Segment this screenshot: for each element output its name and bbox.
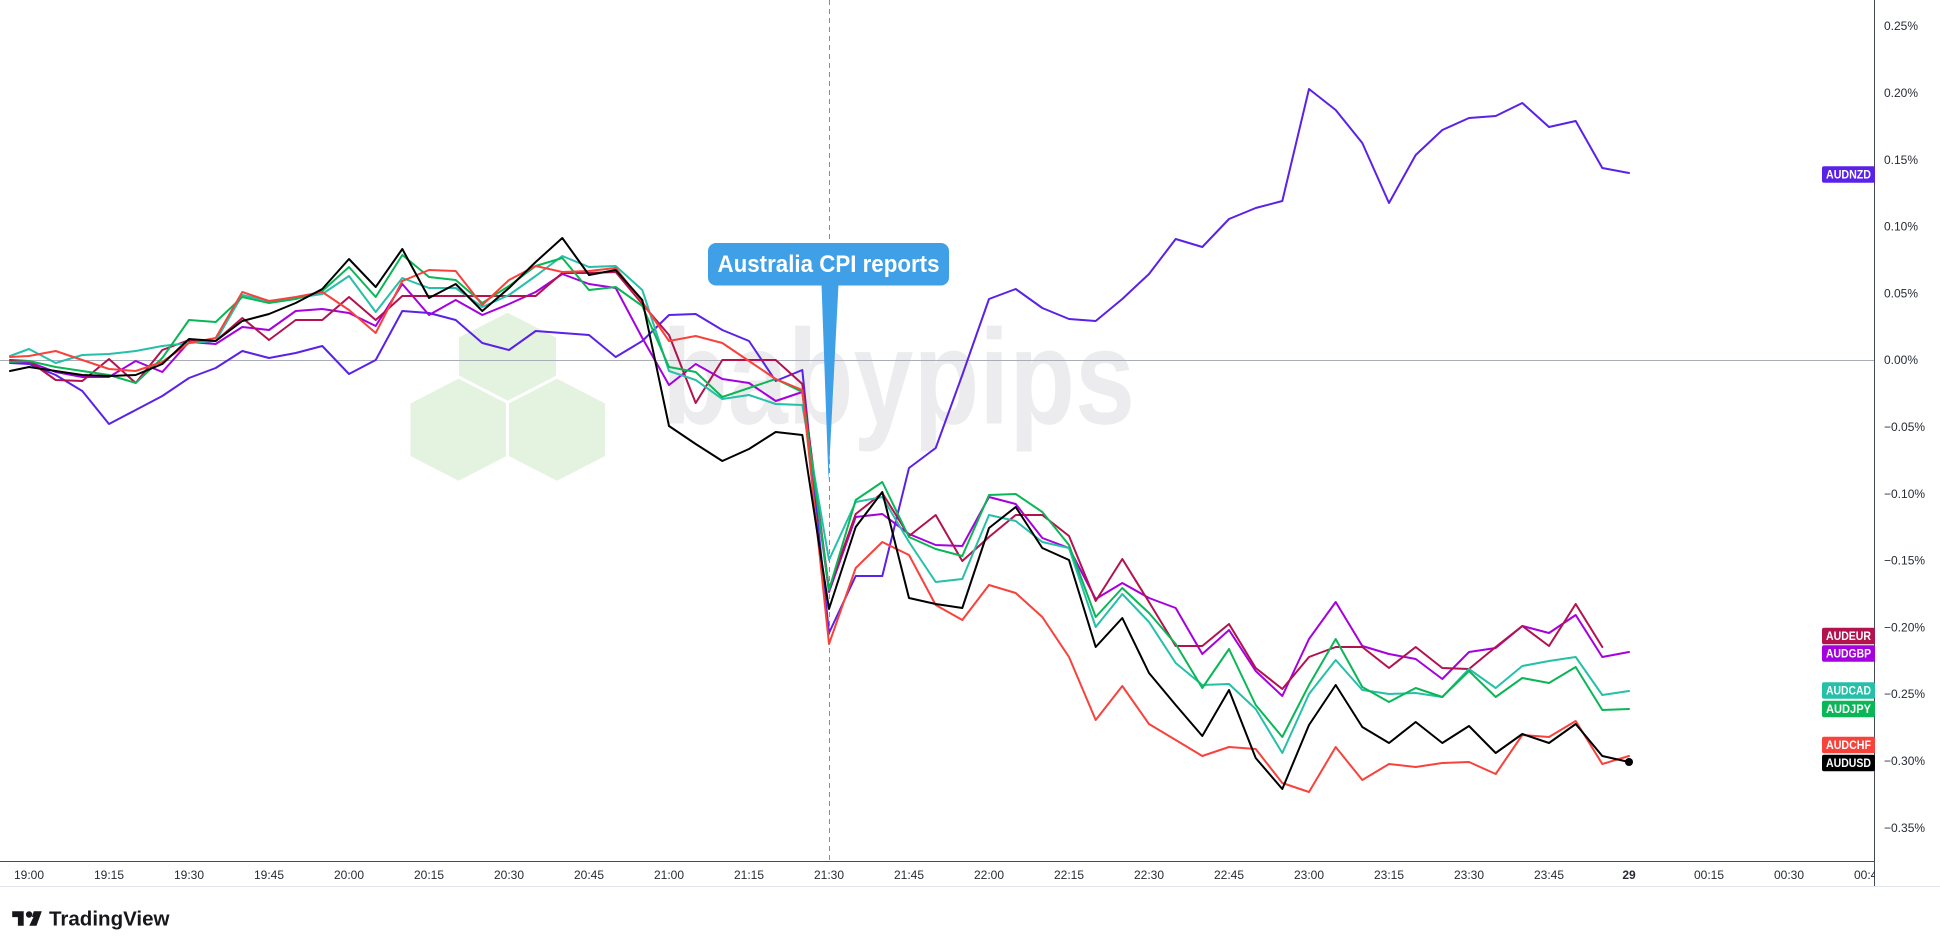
svg-text:AUDUSD: AUDUSD	[1826, 758, 1871, 770]
svg-text:00:30: 00:30	[1774, 868, 1804, 882]
svg-text:AUDGBP: AUDGBP	[1826, 649, 1871, 661]
svg-text:AUDCHF: AUDCHF	[1826, 740, 1871, 752]
svg-text:21:45: 21:45	[894, 868, 924, 882]
svg-text:29: 29	[1622, 868, 1636, 882]
svg-text:22:00: 22:00	[974, 868, 1004, 882]
svg-text:−0.20%: −0.20%	[1884, 620, 1925, 634]
svg-text:23:15: 23:15	[1374, 868, 1404, 882]
svg-text:0.20%: 0.20%	[1884, 86, 1918, 100]
svg-text:0.15%: 0.15%	[1884, 153, 1918, 167]
svg-text:Australia CPI reports: Australia CPI reports	[718, 251, 940, 278]
svg-text:−0.25%: −0.25%	[1884, 687, 1925, 701]
svg-text:−0.30%: −0.30%	[1884, 754, 1925, 768]
svg-text:−0.15%: −0.15%	[1884, 554, 1925, 568]
svg-text:23:00: 23:00	[1294, 868, 1324, 882]
svg-text:23:30: 23:30	[1454, 868, 1484, 882]
svg-text:00:45: 00:45	[1854, 868, 1884, 882]
svg-text:22:15: 22:15	[1054, 868, 1084, 882]
svg-text:21:15: 21:15	[734, 868, 764, 882]
svg-text:21:30: 21:30	[814, 868, 844, 882]
svg-text:AUDEUR: AUDEUR	[1826, 631, 1872, 643]
svg-text:23:45: 23:45	[1534, 868, 1564, 882]
svg-text:19:15: 19:15	[94, 868, 124, 882]
svg-text:20:15: 20:15	[414, 868, 444, 882]
svg-text:19:00: 19:00	[14, 868, 44, 882]
svg-text:00:15: 00:15	[1694, 868, 1724, 882]
svg-text:0.10%: 0.10%	[1884, 220, 1918, 234]
svg-text:20:45: 20:45	[574, 868, 604, 882]
svg-text:AUDJPY: AUDJPY	[1826, 704, 1871, 716]
svg-text:19:30: 19:30	[174, 868, 204, 882]
svg-text:22:30: 22:30	[1134, 868, 1164, 882]
svg-text:22:45: 22:45	[1214, 868, 1244, 882]
svg-text:AUDNZD: AUDNZD	[1826, 170, 1871, 182]
svg-text:−0.35%: −0.35%	[1884, 821, 1925, 835]
svg-text:−0.10%: −0.10%	[1884, 487, 1925, 501]
svg-text:20:00: 20:00	[334, 868, 364, 882]
svg-text:0.00%: 0.00%	[1884, 353, 1918, 367]
svg-text:19:45: 19:45	[254, 868, 284, 882]
svg-text:20:30: 20:30	[494, 868, 524, 882]
svg-text:21:00: 21:00	[654, 868, 684, 882]
svg-text:0.25%: 0.25%	[1884, 19, 1918, 33]
svg-text:0.05%: 0.05%	[1884, 286, 1918, 300]
svg-text:TradingView: TradingView	[49, 909, 170, 931]
svg-text:AUDCAD: AUDCAD	[1826, 686, 1871, 698]
svg-text:babypips: babypips	[662, 302, 1135, 453]
svg-text:−0.05%: −0.05%	[1884, 420, 1925, 434]
